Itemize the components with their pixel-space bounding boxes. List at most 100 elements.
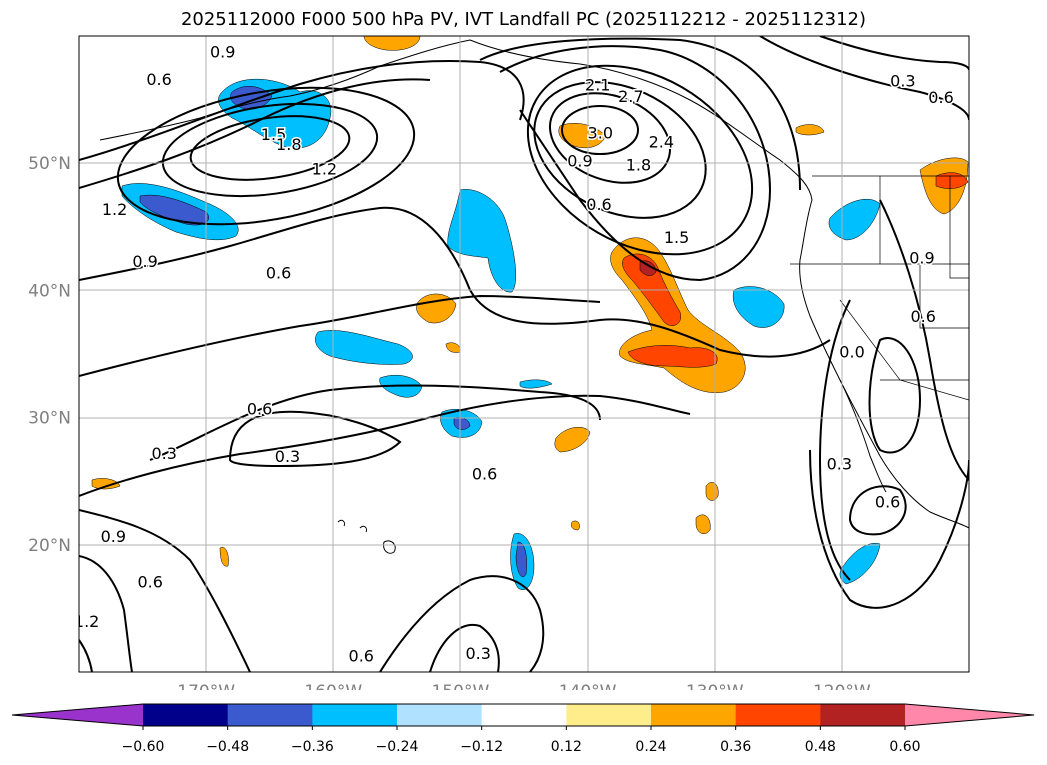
contour-label: 0.6	[146, 70, 171, 89]
contour-label: 0.3	[890, 72, 915, 91]
pv-contour	[79, 60, 525, 161]
ivt-negative-region	[447, 189, 517, 293]
contour-label: 0.9	[101, 527, 126, 546]
colorbar-segment	[566, 704, 652, 726]
ivt-negative-region	[839, 542, 881, 585]
ivt-positive-region	[554, 426, 591, 453]
pv-contours	[79, 36, 969, 672]
pv-contour	[818, 299, 851, 581]
ivt-negative-region	[515, 541, 527, 578]
colorbar-tick-label: −0.48	[206, 739, 249, 755]
pv-contour	[809, 449, 969, 609]
latitude-labels: 50°N 40°N 30°N 20°N	[28, 154, 71, 556]
colorbar-tick-label: 0.48	[805, 739, 836, 755]
contour-label: 0.9	[132, 252, 157, 271]
pv-contour	[879, 199, 969, 481]
colorbar-tick-label: −0.12	[460, 739, 503, 755]
contour-label: 0.6	[247, 400, 272, 419]
colorbar-segment	[820, 704, 906, 726]
contour-label: 0.6	[137, 573, 162, 592]
colorbar-outline	[11, 703, 1035, 727]
ivt-positive-region	[91, 478, 121, 490]
contour-label: 1.2	[102, 200, 127, 219]
lat-tick-label: 50°N	[28, 154, 71, 174]
ivt-positive-region	[363, 36, 421, 51]
contour-label: 2.1	[585, 75, 610, 94]
pv-contour	[848, 485, 907, 536]
contour-label: 0.6	[911, 307, 936, 326]
lat-tick-label: 20°N	[28, 536, 71, 556]
map-frame	[78, 35, 970, 673]
colorbar-segment	[312, 704, 398, 726]
colorbar-tick-label: −0.36	[291, 739, 334, 755]
contour-label: 0.6	[928, 88, 953, 107]
contour-label: 0.6	[349, 646, 374, 665]
contour-label: 0.6	[472, 465, 497, 484]
colorbar-tick-label: 0.36	[720, 739, 751, 755]
colorbar-extend-min	[12, 704, 143, 726]
pv-contour	[79, 555, 133, 672]
lat-tick-label: 40°N	[28, 281, 71, 301]
pv-contour	[79, 394, 691, 497]
ivt-negative-region	[315, 330, 413, 365]
colorbar-segments	[11, 703, 1035, 727]
pv-contour	[819, 36, 969, 71]
hawaii-islands	[337, 519, 396, 554]
ivt-positive-region	[795, 124, 825, 136]
chart-title: 2025112000 F000 500 hPa PV, IVT Landfall…	[180, 9, 867, 30]
pv-contour	[149, 384, 601, 461]
colorbar-segment	[227, 704, 313, 726]
pv-contour	[548, 92, 672, 184]
pv-contour	[161, 102, 379, 198]
contour-label: 2.7	[618, 87, 643, 106]
ivt-positive-region	[627, 345, 718, 368]
ivt-positive-region	[416, 293, 457, 324]
contour-label: 0.9	[567, 152, 592, 171]
colorbar-tick-label: −0.60	[122, 739, 165, 755]
colorbar-segment	[481, 704, 567, 726]
baja-coast	[839, 379, 887, 493]
contour-label: 0.0	[839, 342, 864, 361]
contour-label: 1.5	[664, 228, 689, 247]
lon-tick-label: 170°W	[177, 682, 235, 690]
pv-contour	[228, 410, 402, 468]
lon-tick-label: 150°W	[432, 682, 490, 690]
pv-contour	[116, 86, 416, 226]
lon-tick-label: 140°W	[559, 682, 617, 690]
contour-label: 2.4	[649, 133, 674, 152]
lon-tick-label: 160°W	[304, 682, 362, 690]
ivt-positive-region	[219, 546, 229, 567]
lon-tick-label: 130°W	[686, 682, 744, 690]
longitude-labels: 170°W 160°W 150°W 140°W 130°W 120°W	[177, 682, 871, 690]
gridlines	[79, 36, 969, 672]
pv-contour	[499, 45, 772, 282]
map-panel: 0.90.61.51.81.21.20.90.60.60.3 0.30.60.90…	[28, 35, 970, 690]
contour-label: 0.9	[909, 248, 934, 267]
lon-tick-label: 120°W	[813, 682, 871, 690]
ivt-positive-region	[695, 514, 711, 534]
pv-contour	[379, 575, 545, 672]
contour-label: 0.6	[875, 493, 900, 512]
pv-contour	[479, 37, 801, 191]
colorbar-tick-label: 0.12	[551, 739, 582, 755]
ivt-shading	[91, 36, 969, 590]
contour-label: 0.3	[151, 444, 176, 463]
contour-label: 0.3	[275, 447, 300, 466]
colorbar-tick-label: 0.24	[635, 739, 666, 755]
colorbar-segment	[651, 704, 737, 726]
pv-contour	[759, 36, 969, 121]
colorbar-segment	[735, 704, 821, 726]
ivt-negative-region	[732, 286, 785, 328]
colorbar-tick-label: 0.60	[889, 739, 920, 755]
contour-label: 1.2	[312, 159, 337, 178]
contour-label: 1.2	[74, 612, 99, 631]
ivt-positive-region	[639, 260, 657, 276]
ivt-positive-region	[558, 123, 607, 149]
contour-labels: 0.90.61.51.81.21.20.90.60.60.3 0.30.60.90…	[74, 41, 955, 667]
pv-contour	[79, 294, 601, 377]
pv-contour	[79, 78, 431, 189]
ivt-positive-region	[935, 172, 969, 189]
colorbar-extend-max	[905, 704, 1034, 726]
colorbar-segment	[143, 704, 229, 726]
contour-label: 0.9	[210, 42, 235, 61]
